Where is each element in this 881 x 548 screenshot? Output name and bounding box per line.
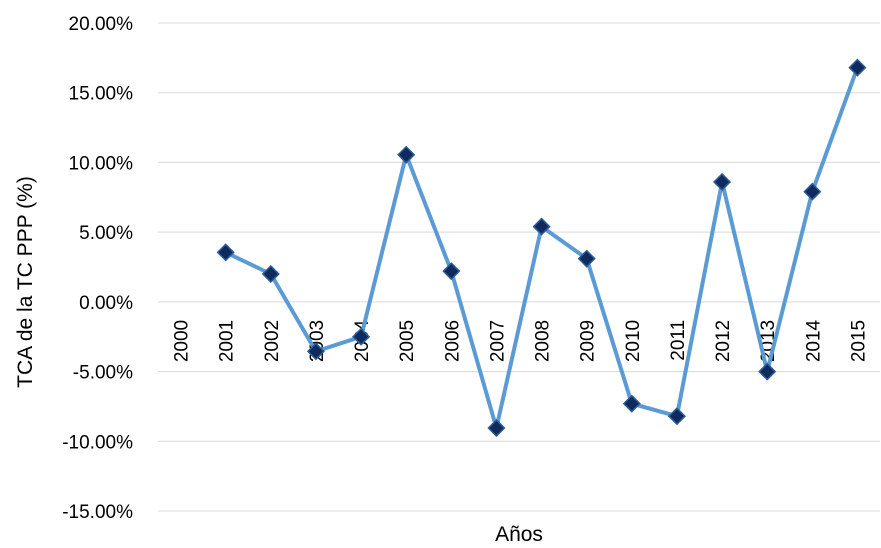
- x-tick-label: 2001: [217, 320, 238, 362]
- x-tick-label: 2006: [442, 320, 463, 362]
- x-tick-label: 2015: [848, 320, 869, 362]
- data-point: [442, 262, 461, 281]
- y-tick-label: 0.00%: [79, 293, 133, 314]
- x-tick-label: 2008: [533, 320, 554, 362]
- x-tick-label: 2011: [668, 320, 689, 361]
- data-point: [216, 243, 235, 262]
- data-point: [667, 407, 686, 426]
- y-tick-label: -5.00%: [73, 363, 133, 384]
- x-tick-label: 2005: [397, 320, 418, 362]
- x-tick-label: 2014: [803, 319, 824, 362]
- y-tick-label: 5.00%: [79, 223, 133, 244]
- y-tick-label: -10.00%: [62, 432, 133, 453]
- data-point: [261, 264, 280, 284]
- x-tick-label: 2007: [487, 320, 508, 362]
- y-tick-label: 10.00%: [69, 153, 134, 174]
- y-axis-title: TCA de la TC PPP (%): [14, 176, 37, 388]
- data-point: [306, 342, 325, 361]
- gridlines: [158, 22, 880, 512]
- y-tick-label: 20.00%: [69, 14, 134, 35]
- data-point: [532, 217, 551, 236]
- data-point: [397, 145, 416, 164]
- y-tick-label: -15.00%: [62, 502, 133, 523]
- data-point: [577, 249, 596, 268]
- data-point: [758, 362, 777, 381]
- x-tick-label: 2010: [623, 320, 644, 362]
- x-tick-label: 2009: [578, 320, 599, 362]
- x-tick-label: 2002: [262, 320, 283, 362]
- data-point: [352, 327, 371, 346]
- y-tick-label: 15.00%: [69, 84, 134, 105]
- x-axis-title: Años: [495, 523, 543, 546]
- x-tick-label: 2012: [713, 320, 734, 362]
- data-markers: [216, 58, 867, 438]
- data-point: [487, 418, 506, 438]
- data-point: [848, 58, 867, 77]
- y-axis-ticks: 20.00% 15.00% 10.00% 5.00% 0.00% -5.00% -10.00…: [62, 14, 133, 523]
- data-point: [622, 394, 641, 413]
- data-point: [713, 172, 732, 192]
- data-point: [803, 182, 822, 201]
- x-tick-label: 2000: [172, 320, 193, 362]
- x-axis-ticks: 2000200120022003200420052006200720082009…: [172, 319, 870, 362]
